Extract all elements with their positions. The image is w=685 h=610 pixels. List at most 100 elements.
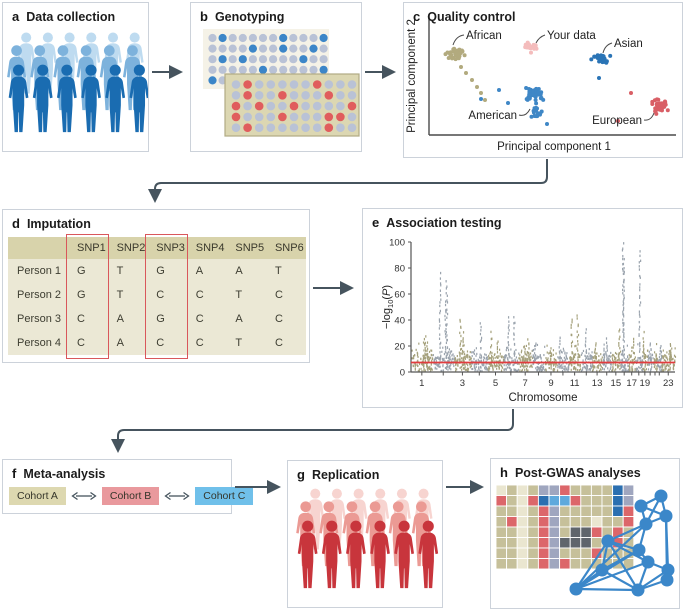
x-tick-label: 11: [570, 378, 580, 389]
panel-a-title-row: a Data collection: [12, 8, 115, 26]
panel-e-title-row: e Association testing: [372, 214, 502, 232]
genotype-cell: A: [107, 307, 148, 331]
genotype-cell: C: [186, 331, 227, 355]
genotype-cell: T: [107, 259, 148, 283]
pca-xlabel: Principal component 1: [497, 141, 611, 153]
y-tick-label: 20: [394, 342, 405, 353]
column-header: SNP4: [186, 237, 227, 259]
x-tick-label: 3: [460, 378, 465, 389]
x-tick-label: 1: [419, 378, 424, 389]
panel-d-letter: d: [12, 216, 20, 231]
panel-d-title-row: d Imputation: [12, 215, 91, 233]
genotype-cell: C: [68, 307, 108, 331]
crowd-red-illustration: [296, 488, 439, 589]
pca-cluster-african: [443, 46, 467, 62]
y-tick-label: 60: [394, 290, 405, 301]
manhattan-ylabel: −log10(P): [381, 285, 395, 329]
y-tick-label: 80: [394, 264, 405, 275]
cluster-label-american: American: [468, 110, 517, 122]
cluster-label-your-data: Your data: [547, 30, 596, 42]
column-header: SNP1: [68, 237, 108, 259]
panel-h-title-row: h Post-GWAS analyses: [500, 464, 641, 482]
genotype-cell: G: [68, 259, 108, 283]
pca-cluster-asian: [589, 53, 613, 65]
x-tick-label: 7: [523, 378, 528, 389]
genotype-cell: A: [107, 331, 148, 355]
panel-association-testing: e Association testing 0 20 40 60 80 100 1 3 5 7 9 11…: [362, 208, 683, 408]
panel-g-title: Replication: [311, 468, 380, 482]
genotype-cell: T: [107, 283, 148, 307]
genotype-cell: A: [226, 307, 266, 331]
row-label: Person 3: [8, 307, 68, 331]
x-tick-label: 15: [611, 378, 622, 389]
cluster-label-asian: Asian: [614, 38, 643, 50]
column-header: SNP3: [147, 237, 187, 259]
cluster-label-european: European: [592, 115, 642, 127]
panel-imputation: d Imputation SNP1 SNP2 SNP3 SNP4 SNP5 SNP6 Pers…: [2, 209, 310, 363]
panel-e-letter: e: [372, 215, 380, 230]
y-tick-label: 40: [394, 316, 405, 327]
panel-meta-analysis: f Meta-analysis Cohort A Cohort B Cohort C: [2, 459, 254, 514]
cluster-label-african: African: [466, 30, 502, 42]
panel-a-letter: a: [12, 9, 20, 24]
pca-ylabel: Principal component 2: [406, 19, 418, 133]
cohort-box-c: Cohort C: [195, 487, 254, 505]
panel-d-title: Imputation: [26, 217, 91, 231]
genotype-cell: G: [68, 283, 108, 307]
x-tick-label: 23: [663, 378, 674, 389]
manhattan-xlabel: Chromosome: [508, 392, 577, 404]
panel-genotyping: b Genotyping: [190, 2, 362, 152]
genotype-cell: C: [265, 331, 306, 355]
genotype-table: SNP1 SNP2 SNP3 SNP4 SNP5 SNP6 Person 1 G T G A A T Pe…: [8, 237, 306, 355]
pca-cluster-your-data: [523, 40, 539, 55]
genotype-cell: T: [265, 259, 306, 283]
panel-f-title: Meta-analysis: [23, 467, 106, 481]
panel-c-title: Quality control: [427, 10, 516, 24]
x-tick-label: 17: [626, 378, 637, 389]
genotyping-arrays-illustration: [203, 29, 360, 137]
genotype-cell: C: [265, 307, 306, 331]
genotype-cell: C: [186, 307, 227, 331]
genotype-cell: G: [147, 307, 187, 331]
double-arrow-icon: [164, 491, 190, 501]
manhattan-plot-points: [363, 209, 682, 407]
genotype-cell: T: [226, 283, 266, 307]
panel-data-collection: a Data collection: [2, 2, 149, 152]
panel-e-title: Association testing: [386, 216, 502, 230]
cohort-box-b: Cohort B: [101, 487, 160, 505]
genotype-cell: C: [147, 331, 187, 355]
genotype-cell: C: [68, 331, 108, 355]
panel-f-letter: f: [12, 466, 17, 481]
panel-b-letter: b: [200, 9, 208, 24]
row-label: Person 4: [8, 331, 68, 355]
arrow-c-to-d-icon: [148, 159, 548, 203]
pca-scatter-plot: Principal component 1 Principal component…: [406, 15, 676, 153]
double-arrow-icon: [71, 491, 97, 501]
panel-h-letter: h: [500, 465, 508, 480]
panel-f-title-row: f Meta-analysis: [12, 465, 105, 483]
heatmap-grid: [495, 484, 635, 570]
panel-quality-control: c Quality control Principal component 1 Pr…: [403, 2, 683, 158]
cohort-box-a: Cohort A: [9, 487, 66, 505]
panel-b-title: Genotyping: [214, 10, 285, 24]
panel-replication: g Replication: [287, 460, 443, 608]
cohort-row: Cohort A Cohort B Cohort C: [9, 487, 254, 505]
row-label: Person 1: [8, 259, 68, 283]
panel-c-title-row: c Quality control: [413, 8, 515, 26]
network-nodes: [569, 489, 675, 597]
pca-cluster-american: [524, 86, 546, 102]
y-tick-label: 0: [400, 368, 405, 379]
genotype-table-header: SNP1 SNP2 SNP3 SNP4 SNP5 SNP6: [8, 237, 306, 259]
genotype-cell: A: [226, 259, 266, 283]
pca-cluster-european: [650, 97, 670, 116]
panel-b-title-row: b Genotyping: [200, 8, 284, 26]
genotype-cell: A: [186, 259, 227, 283]
x-tick-label: 9: [548, 378, 553, 389]
column-header: SNP6: [265, 237, 306, 259]
column-header: [8, 237, 68, 259]
y-tick-label: 100: [389, 238, 405, 249]
